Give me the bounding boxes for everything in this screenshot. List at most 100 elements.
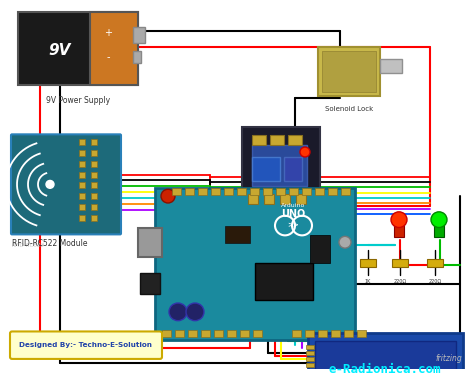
Text: RFID-RC522 Module: RFID-RC522 Module [12,239,88,248]
Bar [276,188,285,195]
FancyBboxPatch shape [10,332,162,359]
Text: 220Ω: 220Ω [393,279,407,284]
Circle shape [161,189,175,203]
Bar [380,59,402,73]
Text: e-Radionica.com: e-Radionica.com [329,363,441,376]
Bar [360,259,376,267]
Bar [306,374,314,376]
Bar [79,215,85,221]
Bar [392,259,408,267]
Text: 220Ω: 220Ω [428,279,442,284]
Bar [270,135,284,145]
Bar [263,188,272,195]
Bar [331,331,340,337]
Bar [91,150,97,156]
Bar [133,27,145,43]
Bar [306,345,314,349]
FancyBboxPatch shape [11,134,121,234]
Text: Solenoid Lock: Solenoid Lock [325,106,373,112]
Text: 9V: 9V [49,44,71,59]
Bar [91,193,97,199]
Bar [79,139,85,145]
Bar [172,188,181,195]
Bar [90,12,138,85]
Bar [322,51,376,92]
Bar [91,161,97,167]
Bar [18,12,138,85]
Bar [296,194,306,204]
Bar [253,331,262,337]
Bar [328,188,337,195]
Bar [91,215,97,221]
Circle shape [169,303,187,321]
Bar [91,204,97,210]
Text: Designed By:- Techno-E-Solution: Designed By:- Techno-E-Solution [19,342,153,348]
Bar [252,145,307,186]
Bar [90,12,138,85]
Text: UNO: UNO [281,209,305,219]
Bar [305,331,314,337]
Bar [248,194,258,204]
Circle shape [391,212,407,227]
Bar [79,171,85,177]
Circle shape [431,212,447,227]
Bar [175,331,184,337]
Bar [315,341,456,376]
Bar [289,188,298,195]
Text: >>: >> [287,223,299,229]
Bar [91,171,97,177]
Text: fritzing: fritzing [435,354,462,363]
Bar [434,224,444,237]
Bar [133,51,141,63]
Bar [252,135,266,145]
Bar [302,188,311,195]
Bar [357,331,366,337]
Bar [91,139,97,145]
Bar [79,204,85,210]
Bar [240,331,249,337]
Bar [341,188,350,195]
Bar [427,259,443,267]
Bar [227,331,236,337]
Bar [288,135,302,145]
Bar [306,351,314,355]
Bar [344,331,353,337]
Bar [336,233,354,251]
Bar [250,188,259,195]
Bar [284,157,302,182]
Text: +: + [104,28,112,38]
Bar [292,331,301,337]
Bar [224,188,233,195]
Bar [155,188,355,340]
Bar [225,226,250,243]
Bar [140,273,160,294]
Circle shape [339,237,351,248]
Bar [162,331,171,337]
Bar [237,188,246,195]
Bar [306,369,314,373]
Bar [79,182,85,188]
Bar [185,188,194,195]
Bar [318,47,380,96]
Bar [315,188,324,195]
Bar [308,334,463,376]
Bar [394,224,404,237]
Bar [91,182,97,188]
Text: Arduino: Arduino [281,203,305,208]
Circle shape [300,147,310,157]
Bar [242,127,320,204]
Bar [188,331,197,337]
Bar [211,188,220,195]
Text: 9V Power Supply: 9V Power Supply [46,96,110,105]
Bar [310,235,330,263]
Bar [198,188,207,195]
Bar [264,194,274,204]
Bar [306,357,314,361]
Bar [255,263,313,300]
Bar [306,363,314,367]
Bar [138,227,162,257]
Text: 1K: 1K [365,279,371,284]
Bar [79,161,85,167]
Bar [280,194,290,204]
Bar [79,193,85,199]
